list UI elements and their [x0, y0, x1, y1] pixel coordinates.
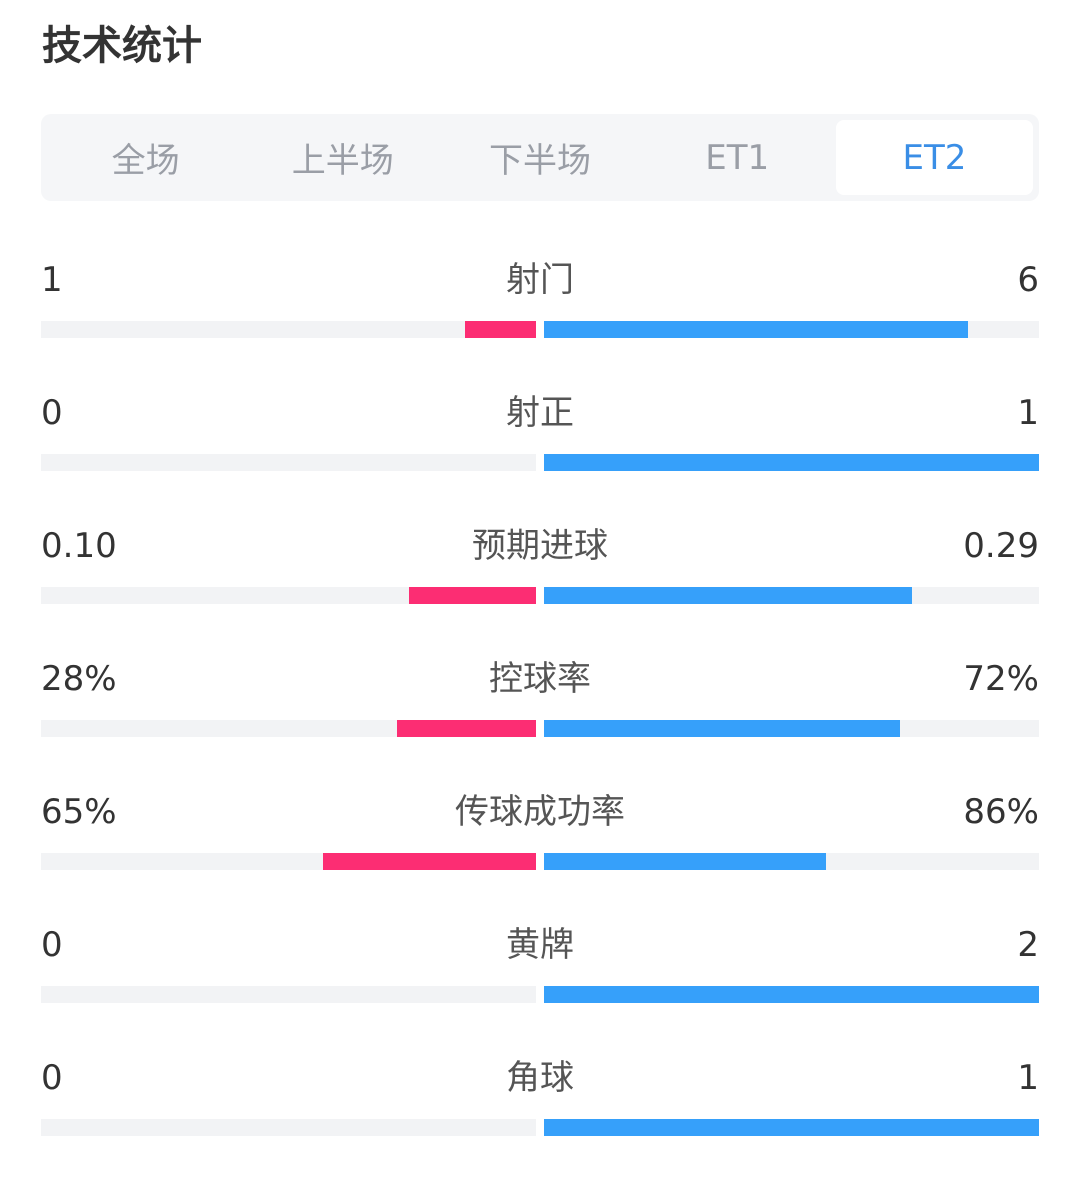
stat-label: 黄牌 [506, 925, 574, 965]
stat-label: 角球 [506, 1058, 574, 1098]
stat-header: 65% 传球成功率 86% [41, 779, 1039, 845]
stat-row-corners: 0 角球 1 [41, 1045, 1039, 1178]
tab-first-half[interactable]: 上半场 [291, 141, 394, 181]
home-value: 0 [41, 925, 63, 965]
away-bar-track [544, 1119, 1039, 1136]
away-bar-track [544, 454, 1039, 471]
tab-full-match[interactable]: 全场 [111, 141, 180, 181]
home-bar-track [41, 587, 536, 604]
period-tabs: 全场 上半场 下半场 ET1 ET2 [41, 114, 1039, 201]
stat-header: 1 射门 6 [41, 247, 1039, 313]
stat-row-expected-goals: 0.10 预期进球 0.29 [41, 513, 1039, 646]
stat-header: 0 角球 1 [41, 1045, 1039, 1111]
page-title: 技术统计 [42, 23, 202, 69]
home-bar-fill [397, 720, 536, 737]
stat-row-pass-accuracy: 65% 传球成功率 86% [41, 779, 1039, 912]
away-bar-fill [544, 321, 968, 338]
tab-et1[interactable]: ET1 [705, 137, 770, 178]
stat-row-shots: 1 射门 6 [41, 247, 1039, 380]
home-bar-track [41, 321, 536, 338]
stat-label: 预期进球 [472, 526, 608, 566]
away-value: 1 [1017, 1058, 1039, 1098]
home-value: 0 [41, 393, 63, 433]
stat-header: 0 射正 1 [41, 380, 1039, 446]
stat-row-shots-on-target: 0 射正 1 [41, 380, 1039, 513]
away-bar-fill [544, 720, 900, 737]
away-value: 72% [963, 659, 1039, 699]
away-bar-track [544, 720, 1039, 737]
stat-bars [41, 1119, 1039, 1136]
away-bar-track [544, 587, 1039, 604]
home-value: 0.10 [41, 526, 117, 566]
stat-bars [41, 986, 1039, 1003]
home-value: 1 [41, 260, 63, 300]
stats-list: 1 射门 6 0 射正 1 0.10 预期进球 0.29 28% 控球率 72% 65% 传球成功率 86%… [41, 247, 1039, 1178]
home-bar-track [41, 853, 536, 870]
home-bar-track [41, 720, 536, 737]
tab-et2[interactable]: ET2 [835, 120, 1034, 195]
stat-header: 0.10 预期进球 0.29 [41, 513, 1039, 579]
stat-header: 0 黄牌 2 [41, 912, 1039, 978]
stat-row-possession: 28% 控球率 72% [41, 646, 1039, 779]
home-bar-track [41, 1119, 536, 1136]
away-value: 0.29 [963, 526, 1039, 566]
away-bar-fill [544, 853, 826, 870]
away-bar-track [544, 853, 1039, 870]
stat-bars [41, 454, 1039, 471]
stat-label: 控球率 [489, 659, 591, 699]
stat-label: 传球成功率 [455, 792, 625, 832]
home-value: 28% [41, 659, 117, 699]
tab-second-half[interactable]: 下半场 [489, 141, 591, 181]
home-bar-fill [409, 587, 536, 604]
away-bar-fill [544, 587, 912, 604]
away-value: 86% [963, 792, 1039, 832]
stat-label: 射正 [506, 393, 574, 433]
home-value: 0 [41, 1058, 63, 1098]
home-bar-fill [465, 321, 536, 338]
home-bar-track [41, 454, 536, 471]
away-bar-fill [544, 986, 1039, 1003]
away-value: 1 [1017, 393, 1039, 433]
home-value: 65% [41, 792, 117, 832]
stat-header: 28% 控球率 72% [41, 646, 1039, 712]
stat-bars [41, 853, 1039, 870]
away-bar-track [544, 321, 1039, 338]
stat-bars [41, 321, 1039, 338]
home-bar-fill [323, 853, 536, 870]
away-bar-track [544, 986, 1039, 1003]
stat-row-yellow-cards: 0 黄牌 2 [41, 912, 1039, 1045]
away-value: 2 [1017, 925, 1039, 965]
stat-bars [41, 587, 1039, 604]
stat-label: 射门 [506, 260, 574, 300]
home-bar-track [41, 986, 536, 1003]
away-bar-fill [544, 1119, 1039, 1136]
away-value: 6 [1017, 260, 1039, 300]
stat-bars [41, 720, 1039, 737]
away-bar-fill [544, 454, 1039, 471]
